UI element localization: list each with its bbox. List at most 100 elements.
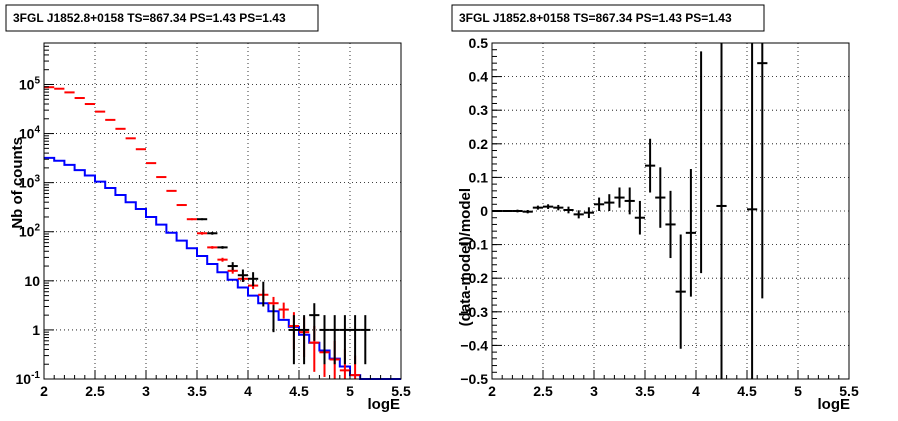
data-point xyxy=(309,303,320,341)
residual-grid xyxy=(492,43,849,379)
data-point xyxy=(146,162,157,165)
x-tick-label: 2 xyxy=(488,383,496,399)
counts-ylabel: Nb of counts xyxy=(9,137,26,229)
residual-point xyxy=(553,204,564,211)
x-tick-label: 2.5 xyxy=(85,383,105,399)
model-histogram-line xyxy=(44,156,401,380)
residual-point xyxy=(543,204,554,209)
x-tick-label: 3.5 xyxy=(635,383,655,399)
data-point xyxy=(288,315,299,365)
residual-point xyxy=(604,194,615,211)
residual-point xyxy=(665,190,676,259)
residual-point xyxy=(532,205,543,210)
x-tick-label: 3 xyxy=(142,383,150,399)
y-tick-label: −0.1 xyxy=(460,237,488,253)
x-tick-label: 4 xyxy=(692,383,700,399)
data-point xyxy=(278,302,289,319)
data-point xyxy=(217,246,228,249)
data-point xyxy=(329,315,340,365)
y-tick-label: −0.2 xyxy=(460,270,488,286)
x-tick-label: 4.5 xyxy=(289,383,309,399)
residual-xlabel: logE xyxy=(818,396,851,413)
data-point xyxy=(227,262,238,271)
counts-axes: 2 2.5 3 3.5 4 4.5 5 5.5 10-1 1 10 102 103 104 105 xyxy=(16,42,411,399)
counts-panel: 3FGL J1852.8+0158 TS=867.34 PS=1.43 PS=1… xyxy=(5,4,411,413)
residual-point xyxy=(675,234,686,349)
y-tick-label: 0.5 xyxy=(469,35,489,51)
y-tick-label: −0.3 xyxy=(460,304,488,320)
data-point xyxy=(237,269,248,282)
data-point xyxy=(248,272,259,287)
data-point xyxy=(217,257,228,262)
residual-point xyxy=(614,187,625,208)
residual-point xyxy=(655,167,666,228)
y-tick-label: 0.3 xyxy=(469,102,489,118)
data-point xyxy=(207,246,218,249)
data-point xyxy=(207,231,218,235)
data-point xyxy=(84,103,95,106)
residual-point xyxy=(522,209,533,214)
y-tick-label: 103 xyxy=(19,174,41,191)
counts-title: 3FGL J1852.8+0158 TS=867.34 PS=1.43 PS=1… xyxy=(13,11,286,25)
x-tick-label: 3.5 xyxy=(187,383,207,399)
residual-title-box xyxy=(451,4,765,32)
x-tick-label: 4 xyxy=(244,383,252,399)
y-tick-label: 10 xyxy=(24,273,40,289)
data-point xyxy=(319,315,330,365)
x-tick-label: 3 xyxy=(590,383,598,399)
data-point xyxy=(186,218,197,221)
y-tick-label: 102 xyxy=(19,223,41,240)
residual-plot-area xyxy=(492,43,768,379)
residual-point xyxy=(583,207,594,219)
y-tick-label: 0 xyxy=(480,203,488,219)
residual-point xyxy=(716,43,727,379)
x-tick-label: 2.5 xyxy=(533,383,553,399)
y-tick-label: 10-1 xyxy=(16,370,41,387)
residual-point xyxy=(634,200,645,235)
data-point xyxy=(197,231,208,235)
residual-axes: 2 2.5 3 3.5 4 4.5 5 5.5 −0.5 −0.4 −0.3 −0.2 −0.1 0 0.1… xyxy=(460,35,859,399)
residual-point xyxy=(685,169,696,297)
x-tick-label: 5.5 xyxy=(839,383,859,399)
data-point xyxy=(176,204,187,207)
x-tick-label: 4.5 xyxy=(737,383,757,399)
residual-point xyxy=(502,209,513,213)
x-tick-label: 5 xyxy=(794,383,802,399)
x-tick-label: 2 xyxy=(40,383,48,399)
y-tick-label: 0.4 xyxy=(469,69,489,85)
y-tick-label: 105 xyxy=(19,75,41,92)
data-point xyxy=(360,315,371,365)
y-tick-label: −0.5 xyxy=(460,371,488,387)
residual-point xyxy=(563,206,574,214)
counts-xlabel: logE xyxy=(368,396,401,413)
data-point xyxy=(115,127,126,130)
residual-panel: 3FGL J1852.8+0158 TS=867.34 PS=1.43 PS=1… xyxy=(451,4,859,413)
data-point xyxy=(350,315,361,365)
data-point xyxy=(197,218,208,221)
residual-ylabel: (data-model)/model xyxy=(457,188,474,326)
residual-point xyxy=(747,43,758,379)
residual-point xyxy=(512,209,523,213)
residual-point xyxy=(645,138,656,193)
y-tick-label: 0.2 xyxy=(469,136,489,152)
counts-grid xyxy=(44,43,401,379)
residual-point xyxy=(624,187,635,215)
residual-point xyxy=(594,197,605,211)
data-point xyxy=(299,315,310,365)
x-tick-label: 5 xyxy=(346,383,354,399)
data-point xyxy=(125,137,136,140)
residual-point xyxy=(757,43,768,299)
x-tick-label: 5.5 xyxy=(391,383,411,399)
counts-frame xyxy=(43,42,402,380)
data-point xyxy=(166,189,177,192)
y-tick-label: 0.1 xyxy=(469,169,489,185)
y-tick-label: 1 xyxy=(32,322,40,338)
counts-plot-area xyxy=(44,86,401,380)
residual-point xyxy=(573,210,584,219)
counts-title-box xyxy=(5,4,319,32)
residual-title: 3FGL J1852.8+0158 TS=867.34 PS=1.43 PS=1… xyxy=(459,11,732,25)
data-point xyxy=(156,176,167,179)
y-tick-label: −0.4 xyxy=(460,337,488,353)
y-tick-label: 104 xyxy=(19,125,41,142)
